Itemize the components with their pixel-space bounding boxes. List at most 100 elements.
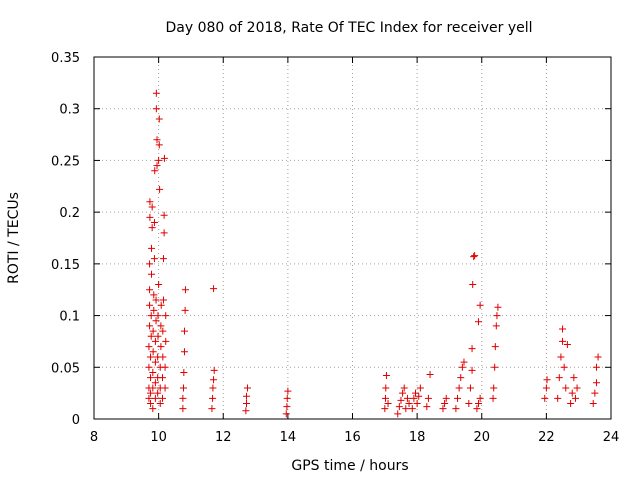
data-point [408, 405, 416, 413]
chart-title: Day 080 of 2018, Rate Of TEC Index for r… [165, 20, 532, 36]
data-point [149, 327, 157, 335]
data-point [179, 405, 187, 413]
data-point [147, 332, 155, 340]
data-point [155, 156, 163, 164]
data-point [560, 363, 568, 371]
data-point [466, 384, 474, 392]
data-point [559, 337, 567, 345]
data-point [570, 374, 578, 382]
data-point [283, 394, 291, 402]
data-point [384, 399, 392, 407]
data-point [149, 405, 157, 413]
data-point [468, 345, 476, 353]
data-point [471, 252, 479, 260]
data-point [475, 399, 483, 407]
data-point [208, 405, 216, 413]
data-point [160, 211, 168, 219]
data-point [416, 384, 424, 392]
x-tick-label: 22 [538, 430, 555, 445]
grid-lines [94, 57, 611, 419]
data-point [473, 405, 481, 413]
x-tick-label: 8 [90, 430, 98, 445]
data-point [415, 392, 423, 400]
y-tick-label: 0.1 [59, 310, 80, 325]
data-point [159, 327, 167, 335]
y-tick-labels: 0 0.05 0.1 0.15 0.2 0.25 0.3 0.35 [51, 51, 80, 428]
data-point [405, 399, 413, 407]
data-point [159, 353, 167, 361]
x-tick-label: 16 [344, 430, 361, 445]
data-point [470, 253, 478, 261]
data-point [567, 399, 575, 407]
data-point [148, 270, 156, 278]
data-point [159, 255, 167, 263]
data-point [159, 394, 167, 402]
data-point [154, 312, 162, 320]
data-point [395, 403, 403, 411]
data-point [147, 389, 155, 397]
data-point [568, 389, 576, 397]
data-point [150, 306, 158, 314]
data-point [410, 394, 418, 402]
data-point [242, 407, 250, 415]
data-point [159, 374, 167, 382]
data-point [439, 405, 447, 413]
data-point [159, 296, 167, 304]
data-point [160, 154, 168, 162]
data-point [399, 389, 407, 397]
y-tick-label: 0.35 [51, 51, 80, 66]
data-point [152, 296, 160, 304]
data-point [151, 337, 159, 345]
x-tick-label: 14 [280, 430, 297, 445]
x-tick-label: 24 [603, 430, 620, 445]
data-point [146, 286, 154, 294]
data-point [592, 363, 600, 371]
data-point [426, 371, 434, 379]
y-axis-title: ROTI / TECUs [6, 192, 22, 284]
data-point [403, 394, 411, 402]
data-point [542, 384, 550, 392]
data-point [541, 394, 549, 402]
data-point [160, 229, 168, 237]
data-point [148, 224, 156, 232]
data-point [491, 343, 499, 351]
x-tick-labels: 8 10 12 14 16 18 20 22 24 [90, 430, 619, 445]
data-point [146, 213, 154, 221]
data-point [146, 198, 154, 206]
data-point [148, 244, 156, 252]
data-point [243, 384, 251, 392]
data-point [162, 312, 170, 320]
data-point [458, 363, 466, 371]
data-point [543, 376, 551, 384]
data-point [402, 405, 410, 413]
x-tick-label: 20 [473, 430, 490, 445]
data-point [147, 312, 155, 320]
data-point [153, 162, 161, 170]
data-point [455, 384, 463, 392]
data-point [243, 392, 251, 400]
data-point [147, 399, 155, 407]
data-point [573, 384, 581, 392]
data-points [145, 89, 602, 418]
data-point [152, 317, 160, 325]
x-axis-title: GPS time / hours [291, 458, 408, 474]
data-point [151, 379, 159, 387]
data-point [494, 303, 502, 311]
axis-ticks [93, 56, 612, 420]
data-point [460, 358, 468, 366]
data-point [210, 285, 218, 293]
data-point [180, 384, 188, 392]
data-point [562, 384, 570, 392]
data-point [442, 394, 450, 402]
data-point [382, 372, 390, 380]
x-tick-label: 10 [150, 430, 167, 445]
data-point [559, 325, 567, 333]
data-point [149, 368, 157, 376]
data-point [148, 203, 156, 211]
data-point [180, 348, 188, 356]
data-point [412, 389, 420, 397]
y-tick-label: 0 [72, 413, 80, 428]
data-point [146, 322, 154, 330]
data-point [454, 394, 462, 402]
data-point [150, 218, 158, 226]
